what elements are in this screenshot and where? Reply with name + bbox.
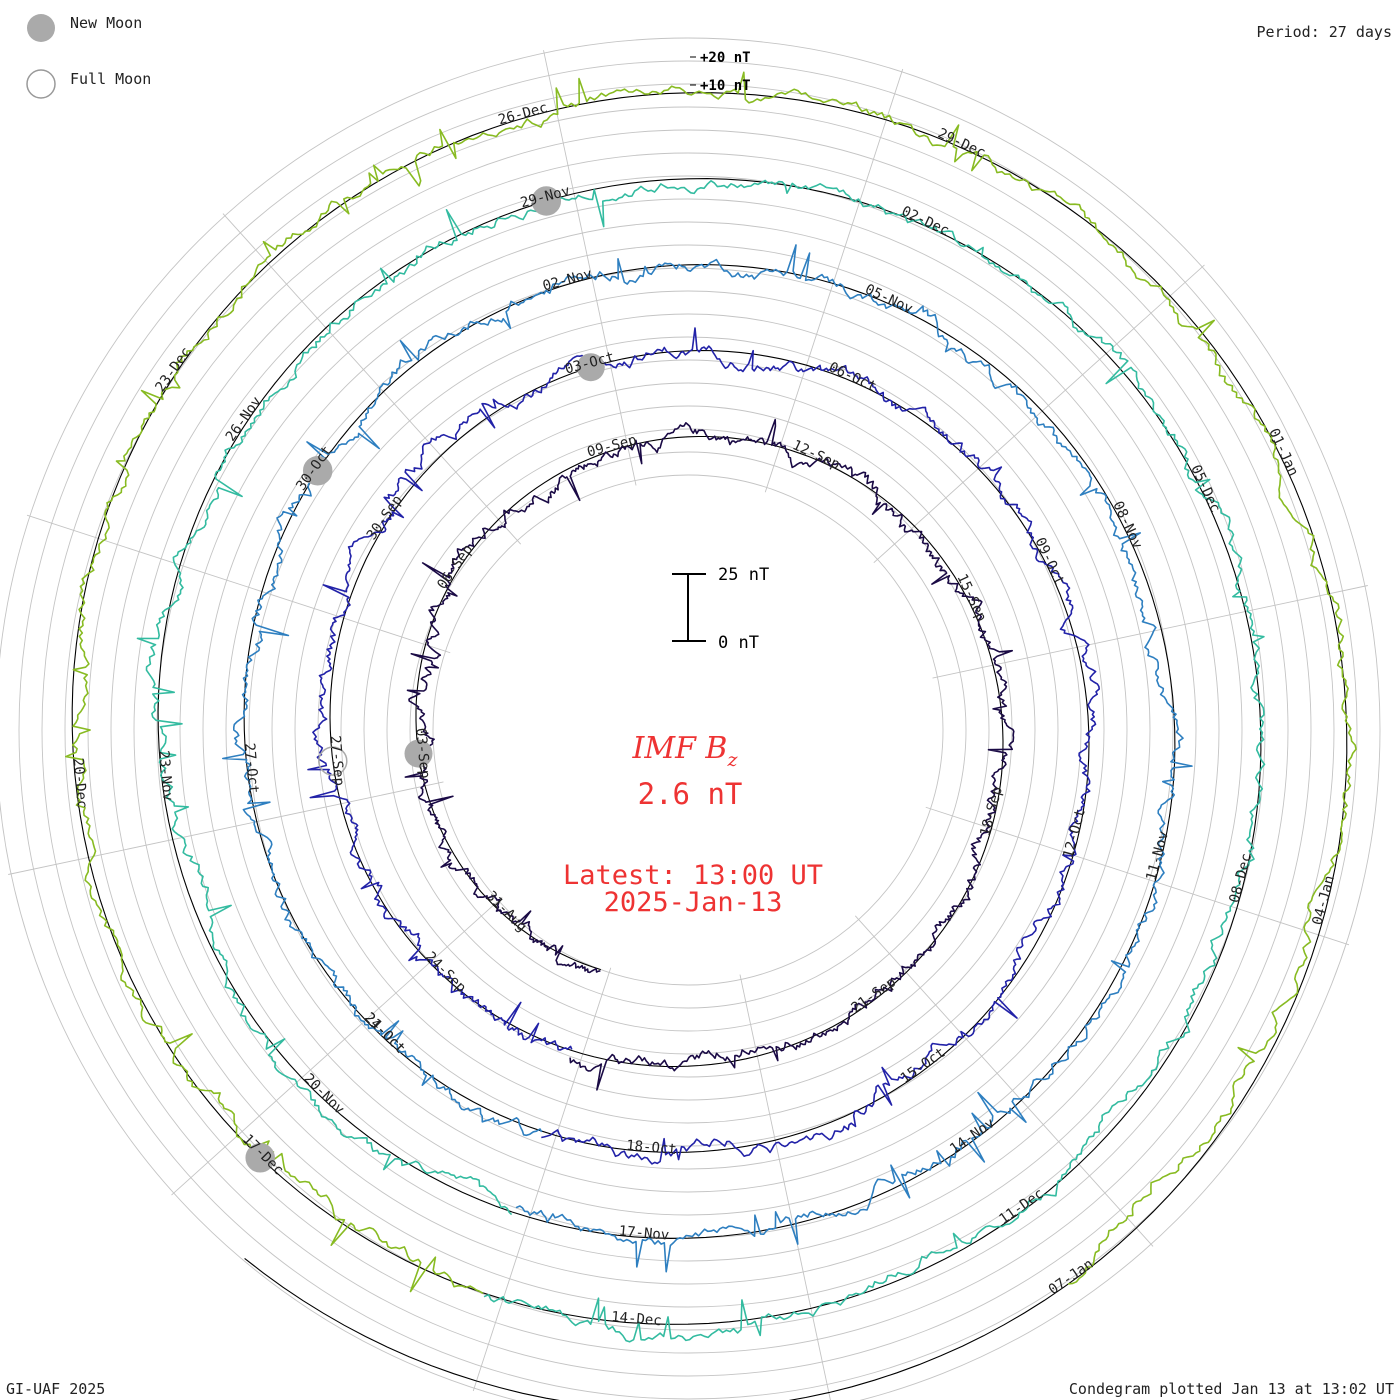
chart-title: IMF Bz xyxy=(632,731,739,771)
baseline-spiral xyxy=(71,92,1348,1400)
date-label: 09-Oct xyxy=(1031,535,1067,588)
date-label: 27-Oct xyxy=(241,742,261,794)
grid-ring xyxy=(41,83,1335,1377)
grid-ring xyxy=(0,37,1381,1400)
grid-ring xyxy=(340,382,1036,1078)
bz-trace-rotation-0 xyxy=(404,418,1015,1091)
date-label: 03-Sep xyxy=(412,727,432,779)
grid-ring xyxy=(156,198,1220,1262)
grid-ring xyxy=(133,175,1243,1285)
period-label: Period: 27 days xyxy=(1257,23,1392,41)
new-moon-marker xyxy=(303,456,332,485)
date-label: 01-Jan xyxy=(1265,426,1301,479)
footer-credit: GI-UAF 2025 xyxy=(6,1380,105,1398)
full-moon-marker xyxy=(531,186,562,216)
bz-trace-rotation-2 xyxy=(222,244,1193,1273)
ring-labels: +20 nT +10 nT xyxy=(690,50,751,94)
date-label: 05-Nov xyxy=(862,281,915,317)
grid-spoke xyxy=(925,806,1350,946)
new-moon-marker xyxy=(246,1143,275,1172)
grid-spoke xyxy=(543,50,637,486)
scale-bar-bottom-label: 0 nT xyxy=(718,633,759,653)
grid-ring xyxy=(110,152,1266,1308)
grid-spoke xyxy=(472,967,612,1392)
legend: New Moon Full Moon xyxy=(26,14,151,99)
latest-time: Latest: 13:00 UT xyxy=(563,860,823,891)
footer-plotted: Condegram plotted Jan 13 at 13:02 UT xyxy=(1069,1380,1394,1398)
date-label: 02-Nov xyxy=(541,266,594,295)
grid-rings xyxy=(0,37,1381,1400)
bz-traces xyxy=(65,71,1357,1343)
date-label: 02-Dec xyxy=(899,203,952,239)
grid-ring xyxy=(386,428,990,1032)
grid-spoke xyxy=(932,585,1368,679)
current-value: 2.6 nT xyxy=(638,777,743,811)
new-moon-marker xyxy=(576,353,605,382)
latest-date: 2025-Jan-13 xyxy=(604,887,783,918)
full-moon-marker xyxy=(245,1143,275,1173)
grid-spoke xyxy=(739,974,831,1400)
scale-bar: 25 nT 0 nT xyxy=(672,565,769,653)
grid-ring xyxy=(248,290,1128,1170)
chart-title-subscript: z xyxy=(726,749,738,771)
date-label: 17-Nov xyxy=(618,1223,670,1243)
date-label: 27-Sep xyxy=(327,735,347,787)
grid-ring xyxy=(294,336,1082,1124)
grid-ring xyxy=(432,474,944,986)
grid-ring xyxy=(202,244,1174,1216)
date-label: 06-Sep xyxy=(434,542,476,593)
ring-label: +10 nT xyxy=(700,78,751,94)
full-moon-icon xyxy=(26,69,56,99)
date-label: 21-Sep xyxy=(849,974,900,1016)
moon-markers xyxy=(245,186,605,1173)
baseline-path xyxy=(71,92,1348,1400)
ring-label: +20 nT xyxy=(700,50,751,66)
new-moon-marker xyxy=(532,187,561,215)
grid-ring xyxy=(409,451,967,1009)
legend-full-moon-label: Full Moon xyxy=(70,70,151,88)
grid-ring xyxy=(271,313,1105,1147)
grid-spoke xyxy=(26,514,451,654)
date-label: 24-Sep xyxy=(422,949,469,996)
date-label: 31-Aug xyxy=(483,888,530,935)
date-label: 23-Nov xyxy=(155,750,175,802)
date-label: 11-Dec xyxy=(996,1186,1047,1228)
grid-spoke xyxy=(171,896,503,1196)
scale-bar-top-label: 25 nT xyxy=(718,565,769,585)
bz-trace-rotation-1 xyxy=(307,327,1100,1165)
date-label: 05-Dec xyxy=(1187,463,1223,516)
grid-spoke xyxy=(8,781,444,875)
new-moon-marker xyxy=(404,739,433,768)
grid-ring xyxy=(363,405,1013,1055)
grid-ring xyxy=(18,60,1358,1400)
new-moon-icon xyxy=(27,14,55,42)
bz-trace-rotation-4 xyxy=(65,71,1357,1295)
legend-new-moon-label: New Moon xyxy=(70,14,142,32)
grid-ring xyxy=(179,221,1197,1239)
date-label: 18-Oct xyxy=(626,1138,678,1158)
date-label: 14-Dec xyxy=(611,1309,663,1329)
full-moon-marker xyxy=(302,455,333,486)
date-label: 12-Oct xyxy=(1060,807,1089,860)
date-label: 20-Nov xyxy=(300,1071,347,1118)
date-label: 12-Sep xyxy=(790,437,843,473)
date-label: 11-Nov xyxy=(1143,829,1172,882)
grid-ring xyxy=(225,267,1151,1193)
date-label: 08-Dec xyxy=(1227,852,1256,905)
grid-ring xyxy=(64,106,1312,1354)
chart-title-main: IMF B xyxy=(632,731,728,766)
bz-trace-rotation-3 xyxy=(136,179,1266,1343)
date-label: 04-Jan xyxy=(1310,874,1339,927)
date-label: 30-Sep xyxy=(364,492,406,543)
date-label: 15-Oct xyxy=(898,1045,949,1087)
grid-ring xyxy=(317,359,1059,1101)
full-moon-marker xyxy=(318,746,348,776)
grid-spokes xyxy=(8,50,1368,1400)
grid-spoke xyxy=(873,264,1205,564)
grid-spoke xyxy=(222,213,522,545)
grid-spoke xyxy=(854,915,1154,1247)
date-label: 20-Dec xyxy=(70,757,90,809)
